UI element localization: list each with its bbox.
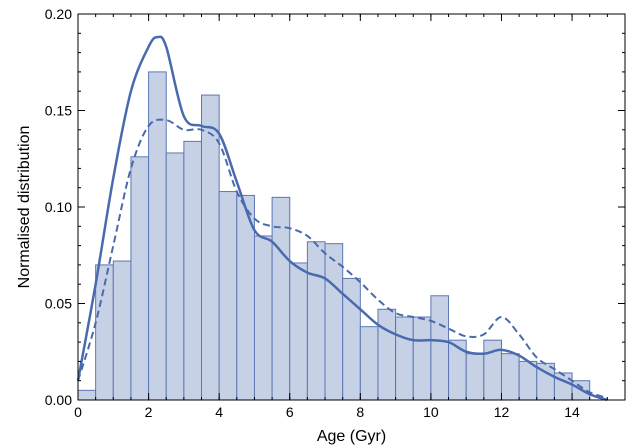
y-axis-ticks: 0.00 0.05 0.10 0.15 0.20 bbox=[45, 6, 625, 408]
histogram-bar bbox=[165, 152, 185, 401]
histogram-bar bbox=[500, 353, 520, 401]
x-tick-label: 6 bbox=[286, 404, 294, 420]
histogram-bar bbox=[77, 389, 97, 401]
histogram-bar bbox=[148, 71, 167, 401]
histogram-bar bbox=[359, 326, 379, 401]
histogram-bar bbox=[395, 316, 414, 401]
histogram-bar bbox=[412, 316, 432, 401]
y-tick-label: 0.15 bbox=[45, 103, 72, 119]
x-tick-label: 14 bbox=[564, 404, 580, 420]
x-tick-label: 2 bbox=[145, 404, 153, 420]
y-tick-label: 0.05 bbox=[45, 296, 72, 312]
histogram-bar bbox=[518, 360, 538, 401]
y-tick-label: 0.10 bbox=[45, 199, 72, 215]
histogram-bar bbox=[430, 295, 450, 401]
x-tick-label: 12 bbox=[494, 404, 510, 420]
histogram-bar bbox=[130, 156, 150, 401]
x-tick-label: 4 bbox=[215, 404, 223, 420]
y-tick-label: 0.00 bbox=[45, 392, 72, 408]
histogram-bar bbox=[324, 243, 344, 401]
histogram-bar bbox=[448, 339, 467, 401]
histogram-bar bbox=[465, 353, 485, 401]
histogram-bars bbox=[77, 71, 591, 401]
histogram-bar bbox=[218, 191, 238, 401]
solid-density-curve bbox=[76, 35, 608, 402]
x-tick-label: 0 bbox=[74, 404, 82, 420]
y-axis-title: Normalised distribution bbox=[16, 126, 33, 289]
x-tick-label: 8 bbox=[356, 404, 364, 420]
histogram-bar bbox=[183, 140, 203, 401]
density-curves bbox=[76, 35, 608, 402]
x-axis-ticks: 0 2 4 6 8 10 12 14 bbox=[74, 14, 626, 420]
x-tick-label: 10 bbox=[423, 404, 439, 420]
histogram-bar bbox=[253, 235, 273, 401]
histogram-bar bbox=[112, 260, 132, 401]
histogram-bar bbox=[306, 241, 326, 401]
x-axis-title: Age (Gyr) bbox=[317, 428, 386, 445]
dashed-density-curve bbox=[77, 118, 608, 400]
histogram-bar bbox=[377, 308, 397, 401]
histogram-bar bbox=[289, 262, 308, 401]
y-tick-label: 0.20 bbox=[45, 6, 72, 22]
